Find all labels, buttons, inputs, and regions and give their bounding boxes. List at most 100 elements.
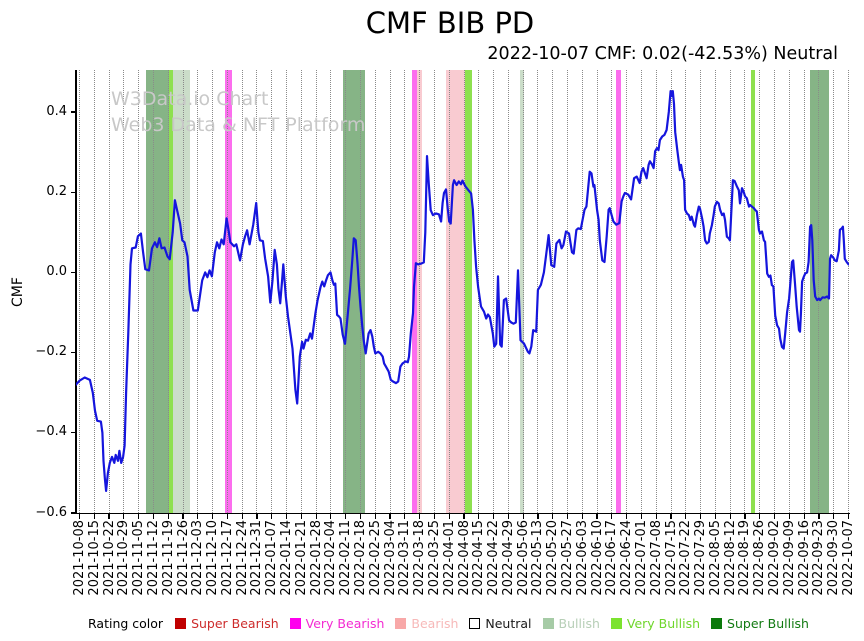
- y-tick: [71, 432, 76, 434]
- x-tick-label: 2022-02-11: [338, 520, 354, 596]
- grid-line: [330, 70, 332, 513]
- x-tick-label: 2022-10-07: [841, 520, 856, 596]
- grid-line: [167, 70, 169, 513]
- x-tick: [389, 514, 391, 519]
- x-tick-label: 2022-08-26: [752, 520, 768, 596]
- grid-line: [433, 70, 435, 513]
- x-tick-label: 2021-11-26: [175, 520, 191, 596]
- legend-item-neutral: Neutral: [469, 616, 532, 631]
- x-tick-label: 2022-03-18: [412, 520, 428, 596]
- legend-swatch-neutral: [469, 618, 481, 629]
- x-tick: [241, 514, 243, 519]
- x-tick-label: 2021-12-10: [205, 520, 221, 596]
- x-tick-label: 2021-12-17: [219, 520, 235, 596]
- x-tick-label: 2022-04-15: [471, 520, 487, 596]
- grid-line: [123, 70, 125, 513]
- x-tick: [759, 514, 761, 519]
- y-tick: [71, 111, 76, 113]
- x-tick: [492, 514, 495, 519]
- x-tick: [285, 514, 288, 519]
- x-tick-label: 2022-08-12: [722, 520, 738, 596]
- x-tick: [833, 514, 835, 519]
- grid-line: [345, 70, 347, 513]
- grid-line: [389, 70, 391, 513]
- grid-line: [93, 70, 95, 513]
- cmf-line: [76, 90, 849, 492]
- x-tick-label: 2021-11-19: [160, 520, 176, 596]
- y-tick-label: 0.4: [46, 103, 67, 119]
- rating-band-super_bullish: [343, 70, 365, 513]
- x-tick-label: 2022-07-15: [663, 520, 679, 596]
- x-tick-label: 2022-02-04: [323, 520, 339, 596]
- x-tick: [655, 514, 657, 519]
- grid-line: [552, 70, 554, 513]
- x-tick-label: 2022-06-03: [574, 520, 590, 596]
- grid-line: [848, 70, 849, 513]
- x-tick-label: 2022-05-13: [530, 520, 546, 596]
- grid-line: [581, 70, 583, 513]
- watermark-line-2: Web3 Data & NFT Platform: [111, 114, 366, 136]
- x-tick: [537, 514, 539, 519]
- grid-line: [212, 70, 214, 513]
- grid-line: [729, 70, 731, 513]
- x-tick-label: 2022-09-02: [767, 520, 783, 596]
- legend: Rating color Super Bearish Very Bearish Be…: [88, 616, 820, 631]
- x-tick: [419, 514, 421, 519]
- rating-band-very_bullish: [751, 70, 756, 513]
- chart-subtitle: 2022-10-07 CMF: 0.02(-42.53%) Neutral: [487, 44, 838, 64]
- x-tick-label: 2022-07-29: [693, 520, 709, 596]
- x-tick-label: 2021-11-12: [145, 520, 161, 596]
- grid-line: [197, 70, 199, 513]
- legend-swatch-very-bullish: [610, 618, 622, 629]
- x-tick-label: 2021-12-31: [249, 520, 265, 596]
- grid-line: [448, 70, 450, 513]
- x-tick: [345, 514, 347, 519]
- y-tick: [71, 512, 76, 514]
- x-tick: [78, 514, 81, 519]
- grid-line: [108, 70, 110, 513]
- x-tick: [300, 514, 302, 519]
- x-tick: [626, 514, 628, 519]
- grid-line: [522, 70, 524, 513]
- x-tick-label: 2022-09-16: [796, 520, 812, 596]
- x-tick: [404, 514, 406, 519]
- x-tick: [788, 514, 790, 519]
- grid-line: [744, 70, 746, 513]
- legend-item-super-bullish: Super Bullish: [711, 616, 809, 631]
- rating-band-super_bullish: [146, 70, 169, 513]
- x-tick: [803, 514, 805, 519]
- grid-line: [419, 70, 421, 513]
- grid-line: [286, 70, 288, 513]
- x-tick: [463, 514, 465, 519]
- x-tick-label: 2022-08-19: [737, 520, 753, 596]
- x-tick: [714, 514, 716, 519]
- y-tick-label: −0.4: [35, 424, 67, 440]
- legend-item-very-bullish: Very Bullish: [610, 616, 701, 631]
- grid-line: [818, 70, 820, 513]
- x-tick: [552, 514, 554, 519]
- x-tick-label: 2022-05-20: [545, 520, 561, 596]
- x-tick: [433, 514, 435, 519]
- x-tick-label: 2022-03-11: [397, 520, 413, 596]
- grid-line: [700, 70, 702, 513]
- x-tick-label: 2022-09-09: [781, 520, 797, 596]
- grid-line: [833, 70, 835, 513]
- rating-band-bullish: [520, 70, 524, 513]
- x-tick: [123, 514, 125, 519]
- legend-swatch-bullish: [542, 618, 554, 629]
- legend-title: Rating color: [88, 616, 164, 631]
- grid-line: [256, 70, 258, 513]
- legend-label-very-bullish: Very Bullish: [626, 616, 701, 631]
- x-axis-spine: [75, 512, 850, 514]
- grid-line: [714, 70, 716, 513]
- x-tick: [847, 514, 850, 519]
- grid-line: [138, 70, 140, 513]
- y-tick: [71, 271, 76, 273]
- x-tick-label: 2022-06-17: [604, 520, 620, 596]
- x-tick-label: 2021-11-05: [131, 520, 147, 596]
- chart-title: CMF BIB PD: [365, 6, 535, 40]
- legend-label-bearish: Bearish: [411, 616, 459, 631]
- rating-band-very_bullish: [465, 70, 473, 513]
- legend-item-very-bearish: Very Bearish: [289, 616, 384, 631]
- x-tick: [729, 514, 731, 519]
